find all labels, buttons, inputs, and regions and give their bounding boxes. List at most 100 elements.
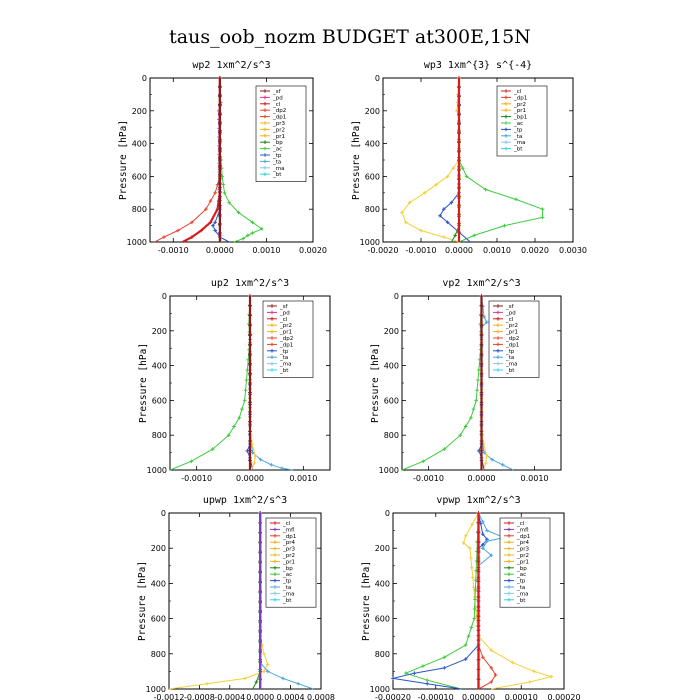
legend-label: _mfl: [516, 527, 529, 533]
y-tick-label: 600: [151, 615, 166, 624]
legend-label: _bp: [272, 140, 283, 146]
legend-label: _bt: [516, 598, 526, 604]
legend-label: _cl: [516, 521, 525, 527]
x-tick-label: 0.00010: [505, 693, 538, 700]
legend-label: _ta: [279, 355, 288, 361]
y-axis-label: Pressure [hPa]: [138, 343, 149, 423]
y-tick-label: 400: [152, 362, 167, 371]
y-tick-label: 600: [365, 172, 380, 181]
y-tick-label: 200: [151, 544, 166, 553]
series-line-cl: [182, 78, 221, 243]
figure-title: taus_oob_nozm BUDGET at300E,15N: [169, 26, 531, 48]
y-tick-label: 600: [132, 172, 147, 181]
legend-label: _pr2: [505, 323, 518, 329]
panel-title: upwp 1xm^2/s^3: [203, 495, 287, 506]
legend-label: _pr1: [516, 559, 529, 565]
legend-label: _cl: [279, 317, 288, 323]
legend-label: _cl: [513, 89, 522, 95]
y-tick-label: 400: [151, 579, 166, 588]
legend-box: [265, 517, 317, 608]
legend-label: _bt: [272, 172, 282, 178]
y-tick-label: 0: [161, 509, 166, 518]
x-tick-label: -0.00020: [375, 693, 411, 700]
y-tick-label: 200: [365, 107, 380, 116]
legend-label: _bp1: [513, 115, 527, 121]
legend-label: _dp1: [279, 342, 293, 348]
legend-label: _ta: [513, 134, 522, 140]
x-tick-label: -0.0020: [368, 246, 399, 255]
x-tick-label: -0.00010: [418, 693, 454, 700]
x-tick-label: -0.0004: [214, 693, 245, 700]
legend-label: _ta: [282, 585, 291, 591]
y-tick-label: 1000: [146, 685, 166, 694]
x-tick-label: 0.00000: [462, 693, 495, 700]
panel-title: wp3 1xm^{3} s^{-4}: [424, 60, 532, 71]
legend-label: _sf: [505, 304, 515, 310]
x-tick-label: -0.0010: [413, 474, 444, 483]
y-tick-label: 400: [132, 140, 147, 149]
y-tick-label: 200: [375, 544, 390, 553]
x-tick-label: 0.0000: [445, 246, 473, 255]
x-tick-label: 0.0000: [236, 474, 264, 483]
legend-label: _pr3: [272, 121, 286, 127]
y-axis-label: Pressure [hPa]: [370, 343, 381, 423]
y-tick-label: 800: [375, 650, 390, 659]
y-tick-label: 400: [365, 140, 380, 149]
legend-label: _ac: [513, 121, 523, 127]
panel-vp2: vp2 1xm^2/s^3 0 200 400 600 800 1000 -0.0010 0.0…: [370, 278, 562, 483]
legend-label: _cl: [272, 102, 281, 108]
y-tick-label: 600: [152, 396, 167, 405]
legend-label: _ma: [279, 362, 291, 368]
legend-label: _ta: [516, 585, 525, 591]
y-tick-label: 1000: [370, 685, 390, 694]
y-tick-label: 400: [375, 579, 390, 588]
panel-wp3: wp3 1xm^{3} s^{-4} 0 200 400 600 800 1000-0.00…: [351, 60, 587, 255]
x-tick-label: 0.0004: [277, 693, 305, 700]
x-tick-label: -0.0008: [184, 693, 215, 700]
x-tick-label: -0.0010: [158, 246, 189, 255]
legend-label: _ma: [282, 591, 294, 597]
x-tick-label: 0.0000: [246, 693, 274, 700]
legend-label: _tp: [516, 579, 526, 585]
y-tick-label: 1000: [147, 466, 167, 475]
x-tick-label: -0.0012: [154, 693, 185, 700]
legend-label: _pd: [272, 95, 283, 101]
y-tick-label: 800: [365, 205, 380, 214]
legend-label: _mfl: [282, 527, 295, 533]
panel-title: up2 1xm^2/s^3: [211, 278, 289, 289]
legend-label: _pr2: [279, 323, 292, 329]
legend-label: _dp2: [505, 336, 519, 342]
panel-title: wp2 1xm^2/s^3: [192, 60, 270, 71]
y-tick-label: 800: [152, 431, 167, 440]
y-tick-label: 800: [384, 431, 399, 440]
legend-label: _dp1: [516, 534, 530, 540]
legend-label: _tp: [282, 579, 292, 585]
legend-label: _ta: [505, 355, 514, 361]
legend-label: _pr2: [516, 553, 529, 559]
x-tick-label: 0.0010: [483, 246, 511, 255]
legend-label: _pr3: [516, 547, 530, 553]
legend-label: _ma: [272, 166, 284, 172]
y-tick-label: 1000: [360, 238, 380, 247]
y-tick-label: 400: [384, 362, 399, 371]
y-tick-label: 1000: [127, 238, 147, 247]
legend-label: _pr1: [505, 330, 518, 336]
legend-label: _tp: [513, 127, 523, 133]
legend-label: _ac: [272, 147, 282, 153]
panel-vpwp: vpwp 1xm^2/s^3 0 200 400 600 800 1000-0.00020-…: [361, 495, 581, 700]
series-line-tp: [392, 512, 488, 690]
legend-label: _pr2: [272, 127, 285, 133]
legend-label: _pd: [279, 310, 290, 316]
legend-box: [255, 85, 307, 182]
legend-label: _bt: [505, 368, 515, 374]
panel-wp2: wp2 1xm^2/s^3 0 200 400 600 800 1000 -0.0010 0.0…: [118, 60, 327, 255]
legend-label: _sf: [272, 89, 282, 95]
series-line-pr1: [168, 513, 269, 690]
series-line-tp: [439, 78, 471, 243]
series-line-pr1: [401, 78, 460, 243]
x-tick-label: -0.0010: [181, 474, 212, 483]
series-line-ac: [404, 512, 479, 690]
legend-label: _ta: [272, 159, 281, 165]
y-axis-label: Pressure [hPa]: [361, 561, 372, 641]
y-tick-label: 0: [375, 74, 380, 83]
